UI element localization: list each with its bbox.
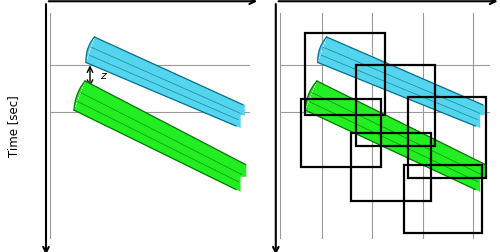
Polygon shape — [86, 37, 245, 128]
Text: z: z — [100, 71, 106, 81]
Polygon shape — [74, 81, 246, 192]
Text: Time [sec]: Time [sec] — [8, 95, 20, 157]
Polygon shape — [305, 81, 486, 192]
Polygon shape — [318, 37, 484, 128]
